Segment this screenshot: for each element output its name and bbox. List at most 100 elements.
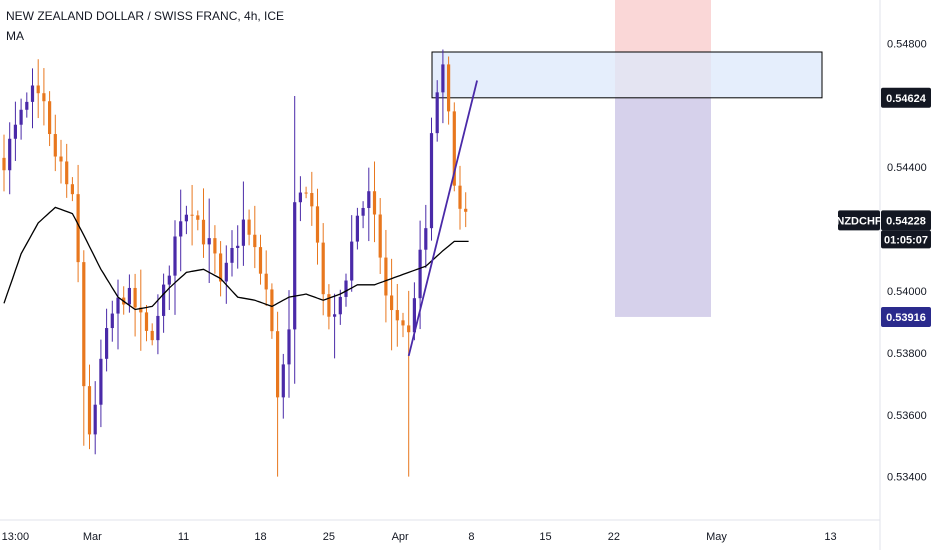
candle[interactable] — [213, 225, 217, 274]
candle[interactable] — [344, 273, 348, 307]
candle[interactable] — [150, 323, 154, 346]
candle[interactable] — [452, 102, 456, 192]
candle[interactable] — [298, 176, 302, 222]
candle[interactable] — [293, 95, 297, 384]
candle-body — [93, 404, 97, 435]
candle[interactable] — [224, 245, 228, 304]
candle-body — [350, 241, 354, 281]
candle[interactable] — [13, 101, 17, 161]
candle[interactable] — [372, 161, 377, 243]
candle[interactable] — [36, 59, 40, 119]
candle[interactable] — [230, 230, 234, 277]
candle-body — [452, 111, 456, 186]
candle-body — [395, 310, 399, 321]
resistance-zone-rect[interactable] — [431, 51, 823, 99]
candle[interactable] — [219, 241, 223, 297]
svg-text:0.53916: 0.53916 — [886, 312, 926, 324]
candle[interactable] — [281, 353, 285, 419]
candle[interactable] — [424, 204, 428, 269]
candle[interactable] — [116, 279, 120, 350]
candle-body — [407, 325, 411, 333]
candle[interactable] — [338, 289, 342, 325]
candle[interactable] — [87, 364, 92, 450]
candle[interactable] — [287, 290, 291, 398]
candle[interactable] — [315, 188, 320, 265]
supply-zone — [431, 51, 823, 99]
candle[interactable] — [429, 117, 434, 241]
candle[interactable] — [207, 198, 211, 284]
candle[interactable] — [110, 300, 114, 342]
candle[interactable] — [190, 184, 194, 246]
candle[interactable] — [333, 293, 337, 359]
candle[interactable] — [327, 284, 331, 330]
candle-body — [167, 275, 171, 285]
candle-body — [441, 64, 445, 93]
candle[interactable] — [395, 283, 399, 347]
candle[interactable] — [144, 304, 149, 342]
candle[interactable] — [367, 167, 371, 242]
candle[interactable] — [196, 210, 200, 231]
candle[interactable] — [2, 134, 6, 192]
candle[interactable] — [59, 139, 63, 184]
candle[interactable] — [276, 311, 280, 477]
time-tick-label: 18 — [254, 531, 266, 543]
candle[interactable] — [435, 80, 439, 142]
candle[interactable] — [99, 339, 103, 428]
candle[interactable] — [105, 308, 109, 372]
candle[interactable] — [8, 122, 12, 195]
candle[interactable] — [355, 207, 359, 250]
candle[interactable] — [25, 92, 29, 118]
candle[interactable] — [156, 294, 160, 355]
candle[interactable] — [241, 181, 245, 266]
candle[interactable] — [464, 192, 468, 228]
candle[interactable] — [133, 273, 137, 337]
ma-line[interactable] — [3, 206, 469, 311]
trendline-segment[interactable] — [407, 80, 478, 357]
candle[interactable] — [258, 234, 263, 285]
candle[interactable] — [270, 283, 274, 339]
candle-body — [258, 247, 263, 274]
candle[interactable] — [247, 209, 251, 246]
candle-body — [236, 245, 240, 248]
candle[interactable] — [264, 250, 268, 306]
candle[interactable] — [304, 186, 308, 199]
candle[interactable] — [390, 258, 394, 351]
candle[interactable] — [441, 49, 445, 124]
candle[interactable] — [361, 201, 365, 229]
candle[interactable] — [184, 205, 188, 235]
candle[interactable] — [173, 220, 177, 315]
candle[interactable] — [407, 290, 411, 477]
candle[interactable] — [48, 91, 52, 147]
candle[interactable] — [310, 171, 314, 226]
candle[interactable] — [42, 68, 46, 126]
candle-body — [276, 331, 280, 398]
candle[interactable] — [127, 274, 131, 313]
candle[interactable] — [30, 68, 35, 129]
candle-body — [372, 191, 377, 215]
candle[interactable] — [70, 177, 74, 202]
candle[interactable] — [447, 56, 451, 125]
candle[interactable] — [162, 273, 166, 333]
candle[interactable] — [378, 198, 382, 275]
candle[interactable] — [19, 98, 23, 140]
candle[interactable] — [93, 381, 97, 455]
candle-body — [281, 364, 285, 398]
candle[interactable] — [201, 188, 206, 258]
candle-body — [207, 238, 211, 245]
candle[interactable] — [53, 114, 57, 172]
candle[interactable] — [350, 215, 354, 292]
indicator-label[interactable]: MA — [6, 29, 24, 43]
take-profit-area[interactable] — [615, 97, 711, 317]
candle[interactable] — [458, 165, 462, 230]
candle[interactable] — [321, 223, 325, 316]
candle[interactable] — [384, 229, 388, 323]
candle[interactable] — [253, 205, 257, 269]
candle[interactable] — [179, 189, 183, 272]
candle[interactable] — [401, 312, 405, 338]
price-tick-label: 0.54000 — [887, 286, 927, 298]
candle[interactable] — [236, 225, 240, 269]
candle[interactable] — [65, 143, 69, 198]
candle[interactable] — [82, 250, 86, 446]
candle[interactable] — [139, 269, 143, 351]
